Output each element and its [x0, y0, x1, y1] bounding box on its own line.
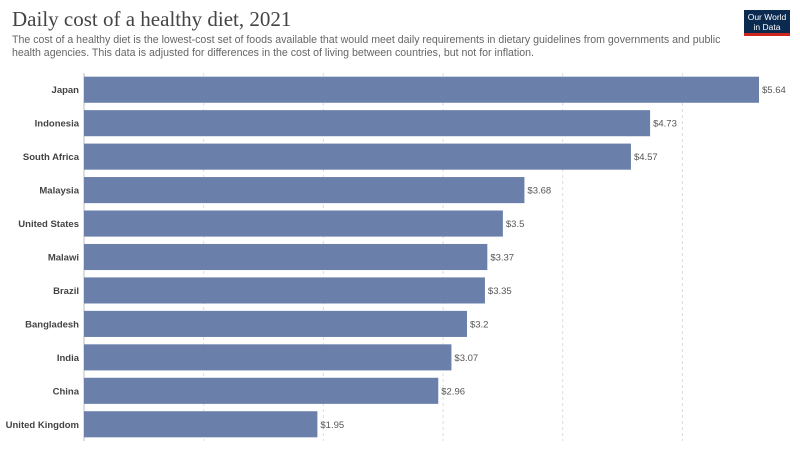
owid-logo[interactable]: Our World in Data — [744, 10, 790, 36]
bar — [84, 310, 467, 337]
bar — [84, 377, 439, 404]
category-label: Malawi — [48, 253, 79, 264]
bar — [84, 243, 488, 271]
bar — [84, 76, 759, 103]
category-label: Malaysia — [39, 186, 79, 197]
chart-subtitle: The cost of a healthy diet is the lowest… — [12, 34, 721, 59]
category-label: Bangladesh — [25, 319, 79, 330]
category-label: Indonesia — [35, 119, 80, 130]
logo-line-2: in Data — [753, 21, 781, 32]
category-label: China — [53, 386, 80, 397]
bar — [84, 411, 318, 438]
value-label: $3.07 — [454, 353, 478, 364]
category-label: Japan — [52, 85, 80, 96]
bar — [84, 143, 631, 170]
value-label: $1.95 — [320, 420, 344, 431]
category-label: Brazil — [53, 286, 79, 297]
bar — [84, 277, 485, 304]
category-label: United Kingdom — [6, 420, 79, 431]
bar — [84, 110, 651, 137]
bar — [84, 344, 452, 371]
bar — [84, 210, 503, 237]
value-label: $3.35 — [488, 286, 512, 297]
value-label: $3.5 — [506, 219, 524, 230]
bar — [84, 177, 525, 204]
category-label: South Africa — [23, 152, 80, 163]
value-label: $4.57 — [634, 152, 658, 163]
value-label: $5.64 — [762, 85, 786, 96]
value-label: $2.96 — [441, 386, 465, 397]
value-label: $4.73 — [653, 119, 677, 130]
category-label: United States — [18, 219, 79, 230]
value-label: $3.68 — [527, 186, 551, 197]
value-label: $3.37 — [490, 253, 514, 264]
category-label: India — [57, 353, 80, 364]
chart-title: Daily cost of a healthy diet, 2021 — [12, 7, 292, 31]
logo-line-1: Our World — [747, 12, 787, 22]
value-label: $3.2 — [470, 319, 489, 330]
